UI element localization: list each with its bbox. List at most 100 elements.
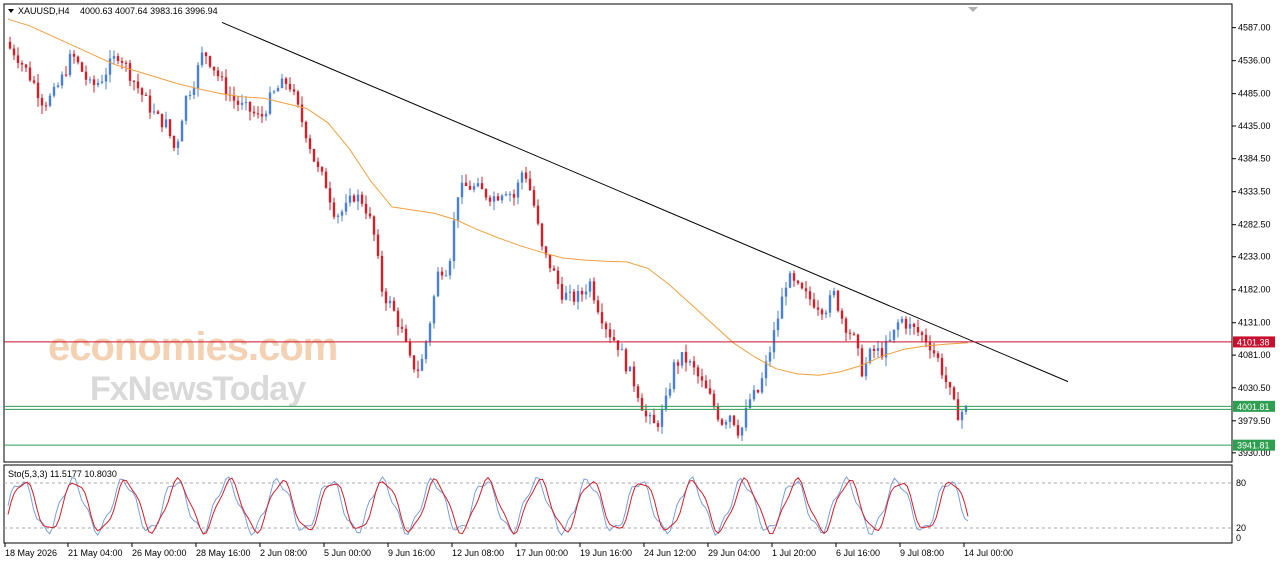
scroll-marker-icon[interactable] [968, 7, 978, 12]
candle-body [860, 348, 864, 377]
candle-body [116, 56, 120, 61]
candle-body [668, 389, 672, 396]
candle-body [176, 141, 180, 148]
candle-body [700, 376, 704, 381]
candle-body [48, 95, 52, 106]
price-tick-label: 4384.50 [1238, 154, 1271, 164]
dropdown-arrow-icon[interactable] [8, 9, 14, 13]
stochastic-main-line [7, 475, 969, 537]
candle-body [128, 63, 132, 81]
candle-body [60, 74, 64, 86]
candle-body [476, 183, 480, 187]
price-tick-label: 4485.00 [1238, 89, 1271, 99]
candle-body [712, 393, 716, 407]
candle-body [508, 194, 512, 196]
candle-body [356, 194, 360, 202]
candle-body [148, 95, 152, 113]
candle-body [724, 421, 728, 425]
candle-body [736, 425, 740, 436]
candle-body [264, 113, 268, 117]
candle-body [464, 182, 468, 187]
candle-body [692, 361, 696, 368]
candle-body [352, 195, 356, 202]
candle-body [532, 190, 536, 206]
candle-body [752, 389, 756, 400]
candle-body [616, 340, 620, 350]
current-price-box [1233, 400, 1275, 412]
ohlc-readout: 4000.63 4007.64 3983.16 3996.94 [80, 6, 218, 16]
candle-body [908, 323, 912, 329]
candle-body [364, 203, 368, 214]
candle-body [596, 300, 600, 313]
price-tick-label: 4233.00 [1238, 252, 1271, 262]
candle-body [840, 310, 844, 319]
candle-body [440, 271, 444, 276]
candle-body [372, 216, 376, 235]
candle-body [320, 167, 324, 172]
candle-body [380, 255, 384, 292]
candle-body [580, 291, 584, 295]
candle-body [64, 74, 68, 76]
candle-body [852, 333, 856, 335]
candle-body [832, 290, 836, 296]
candle-body [196, 65, 200, 89]
candle-body [340, 211, 344, 216]
candle-body [496, 196, 500, 201]
candle-body [32, 80, 36, 83]
candle-body [844, 318, 848, 333]
candle-body [552, 268, 556, 271]
candle-body [16, 55, 20, 63]
candle-body [540, 223, 544, 247]
candle-body [272, 91, 276, 93]
candle-body [68, 53, 72, 75]
candle-body [224, 77, 228, 95]
candle-body [460, 182, 464, 198]
candle-body [404, 328, 408, 342]
candle-body [640, 397, 644, 411]
candle-body [960, 411, 964, 421]
candle-body [708, 388, 712, 394]
candle-body [776, 318, 780, 331]
candle-body [248, 101, 252, 112]
candle-body [812, 299, 816, 308]
candle-body [656, 423, 660, 427]
candle-body [756, 389, 760, 393]
candle-body [236, 100, 240, 105]
time-tick-label: 1 Jul 20:00 [772, 548, 816, 558]
candle-body [40, 98, 44, 106]
candle-body [156, 111, 160, 114]
candle-body [92, 79, 96, 85]
candle-body [428, 323, 432, 342]
candle-body [88, 79, 92, 81]
candle-body [384, 291, 388, 304]
candle-body [420, 359, 424, 371]
candle-body [484, 189, 488, 198]
time-tick-label: 26 May 00:00 [132, 548, 187, 558]
time-tick-label: 9 Jun 16:00 [388, 548, 435, 558]
candle-body [308, 138, 312, 149]
candle-body [500, 195, 504, 201]
chart-header: XAUUSD,H4 4000.63 4007.64 3983.16 3996.9… [8, 6, 218, 16]
candle-body [768, 352, 772, 362]
time-tick-label: 19 Jun 16:00 [580, 548, 632, 558]
candle-body [528, 178, 532, 191]
price-tick-label: 4282.50 [1238, 220, 1271, 230]
candle-body [792, 273, 796, 281]
trendline[interactable] [221, 22, 1069, 383]
candle-body [160, 113, 164, 128]
candle-body [184, 95, 188, 121]
candle-body [268, 92, 272, 114]
candle-body [704, 380, 708, 389]
candle-body [408, 341, 412, 356]
candle-body [96, 82, 100, 85]
candle-body [124, 62, 128, 64]
candle-body [204, 52, 208, 57]
candle-body [312, 148, 316, 162]
candle-body [880, 348, 884, 358]
time-axis: 18 May 2026 21 May 04:00 26 May 00:00 28 Ma… [4, 543, 1013, 558]
candle-body [780, 296, 784, 319]
candle-body [280, 78, 284, 89]
time-tick-label: 21 May 04:00 [68, 548, 123, 558]
candle-body [104, 74, 108, 82]
candle-body [744, 408, 748, 428]
